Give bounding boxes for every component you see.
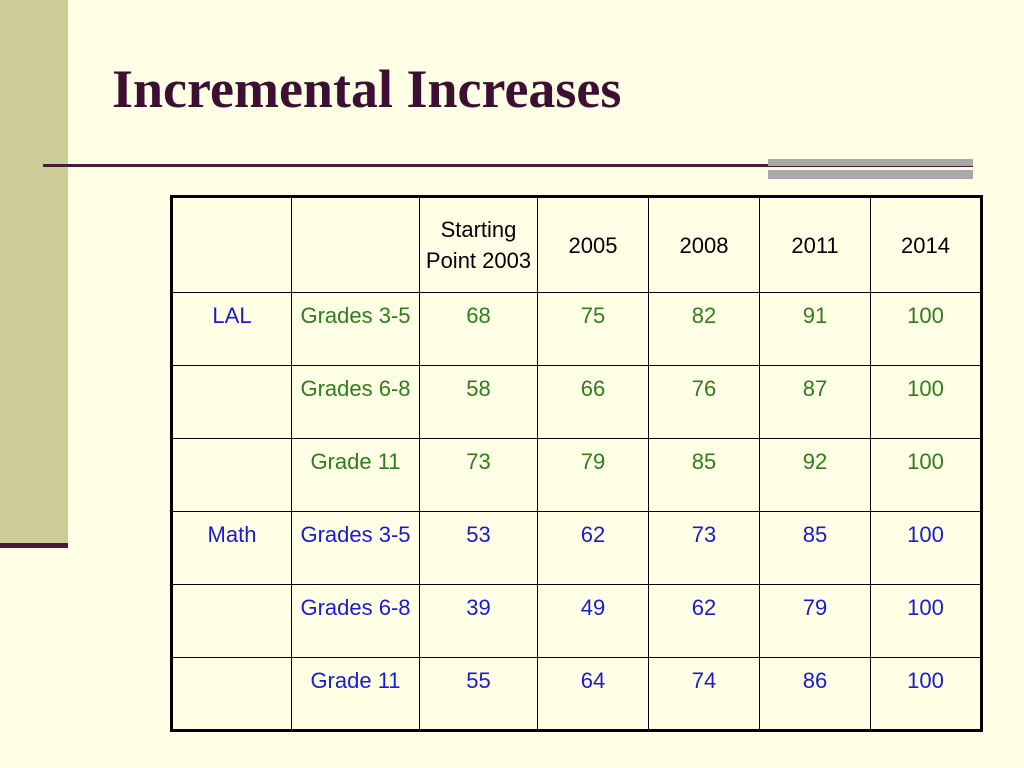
value-cell: 100: [870, 657, 982, 731]
divider-accent-top: [768, 159, 973, 166]
value-cell: 100: [870, 438, 982, 512]
subject-cell: [171, 657, 292, 731]
value-cell: 55: [419, 657, 538, 731]
grade-cell: Grades 6-8: [291, 584, 420, 658]
subject-cell: Math: [171, 511, 292, 585]
subject-cell: [171, 365, 292, 439]
value-cell: 39: [419, 584, 538, 658]
value-cell: 79: [759, 584, 871, 658]
value-cell: 76: [648, 365, 760, 439]
header-row: Starting Point 2003 2005 2008 2011 2014: [171, 196, 982, 293]
value-cell: 58: [419, 365, 538, 439]
value-cell: 75: [537, 292, 649, 366]
value-cell: 86: [759, 657, 871, 731]
grade-cell: Grades 3-5: [291, 292, 420, 366]
table-row: Grade 11 73 79 85 92 100: [171, 438, 982, 512]
table-row: Grade 11 55 64 74 86 100: [171, 657, 982, 731]
value-cell: 73: [419, 438, 538, 512]
grade-cell: Grades 3-5: [291, 511, 420, 585]
value-cell: 49: [537, 584, 649, 658]
value-cell: 91: [759, 292, 871, 366]
value-cell: 74: [648, 657, 760, 731]
value-cell: 85: [759, 511, 871, 585]
grade-cell: Grade 11: [291, 657, 420, 731]
value-cell: 82: [648, 292, 760, 366]
header-2014: 2014: [870, 196, 982, 293]
grade-cell: Grade 11: [291, 438, 420, 512]
value-cell: 100: [870, 511, 982, 585]
divider-accent-bottom: [768, 170, 973, 179]
slide-title: Incremental Increases: [112, 59, 622, 119]
value-cell: 79: [537, 438, 649, 512]
value-cell: 92: [759, 438, 871, 512]
table-row: Grades 6-8 39 49 62 79 100: [171, 584, 982, 658]
table-row: Math Grades 3-5 53 62 73 85 100: [171, 511, 982, 585]
subject-cell: [171, 584, 292, 658]
value-cell: 73: [648, 511, 760, 585]
header-starting-point: Starting Point 2003: [419, 196, 538, 293]
title-divider-line: [43, 164, 973, 167]
header-2011: 2011: [759, 196, 871, 293]
increments-table: Starting Point 2003 2005 2008 2011 2014 …: [170, 195, 983, 732]
value-cell: 87: [759, 365, 871, 439]
header-2008: 2008: [648, 196, 760, 293]
left-decorative-bar: [0, 0, 68, 545]
value-cell: 100: [870, 365, 982, 439]
value-cell: 62: [537, 511, 649, 585]
subject-cell: LAL: [171, 292, 292, 366]
value-cell: 68: [419, 292, 538, 366]
table-row: Grades 6-8 58 66 76 87 100: [171, 365, 982, 439]
value-cell: 66: [537, 365, 649, 439]
header-2005: 2005: [537, 196, 649, 293]
header-subject: [171, 196, 292, 293]
left-bar-accent-line: [0, 543, 68, 548]
value-cell: 85: [648, 438, 760, 512]
grade-cell: Grades 6-8: [291, 365, 420, 439]
subject-cell: [171, 438, 292, 512]
value-cell: 100: [870, 584, 982, 658]
table-row: LAL Grades 3-5 68 75 82 91 100: [171, 292, 982, 366]
value-cell: 100: [870, 292, 982, 366]
value-cell: 62: [648, 584, 760, 658]
header-grade: [291, 196, 420, 293]
value-cell: 64: [537, 657, 649, 731]
value-cell: 53: [419, 511, 538, 585]
